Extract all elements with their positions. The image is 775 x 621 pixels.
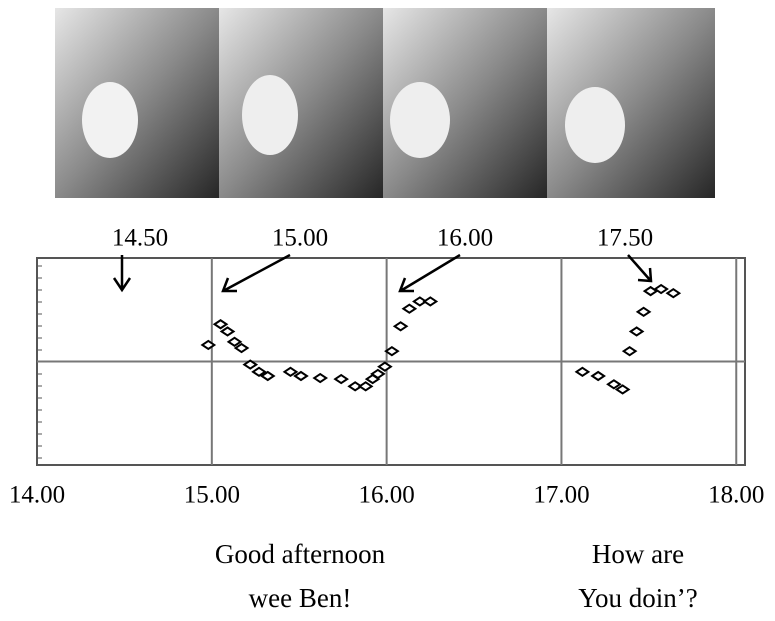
point [377,361,393,372]
y-minor-ticks [37,265,42,459]
point [621,345,638,357]
point [665,287,682,299]
arrow [221,253,291,293]
photo-strip [55,8,715,198]
caption: Good afternoon [215,539,386,569]
point [312,372,329,384]
x-tick-label: 14.00 [9,482,65,509]
x-tick-label: 17.00 [533,482,589,509]
annotation: 14.50 [112,225,168,252]
point [422,296,439,307]
point [357,381,374,392]
point [574,366,591,378]
caption: wee Ben! [249,583,352,613]
point [333,373,349,385]
arrow [627,254,653,283]
hand [565,87,625,163]
hand [390,82,450,158]
point [200,339,217,351]
point [401,303,418,314]
x-tick-label: 16.00 [359,482,415,509]
point [212,319,229,330]
caption: You doin’? [578,583,698,613]
point [370,368,386,380]
arrow [112,255,132,293]
point [653,283,669,295]
point [635,306,652,318]
caption: How are [592,539,684,569]
hand [242,75,298,155]
point [233,342,250,354]
point [606,379,622,390]
x-tick-label: 18.00 [708,482,764,509]
hand [82,82,138,158]
point [226,336,243,348]
arrows [112,253,653,293]
point [384,345,400,357]
point [614,384,631,395]
arrow [398,253,461,293]
point [628,326,645,337]
annotation: 17.50 [597,225,653,252]
point [242,359,259,370]
photo-frame [55,8,219,198]
point [251,366,267,378]
point [392,321,409,332]
point [259,370,276,382]
point [590,370,606,382]
point [293,370,309,382]
x-tick-label: 15.00 [184,482,240,509]
point [219,326,236,337]
annotation: 15.00 [272,225,328,252]
point [282,366,299,378]
annotation: 16.00 [437,225,493,252]
